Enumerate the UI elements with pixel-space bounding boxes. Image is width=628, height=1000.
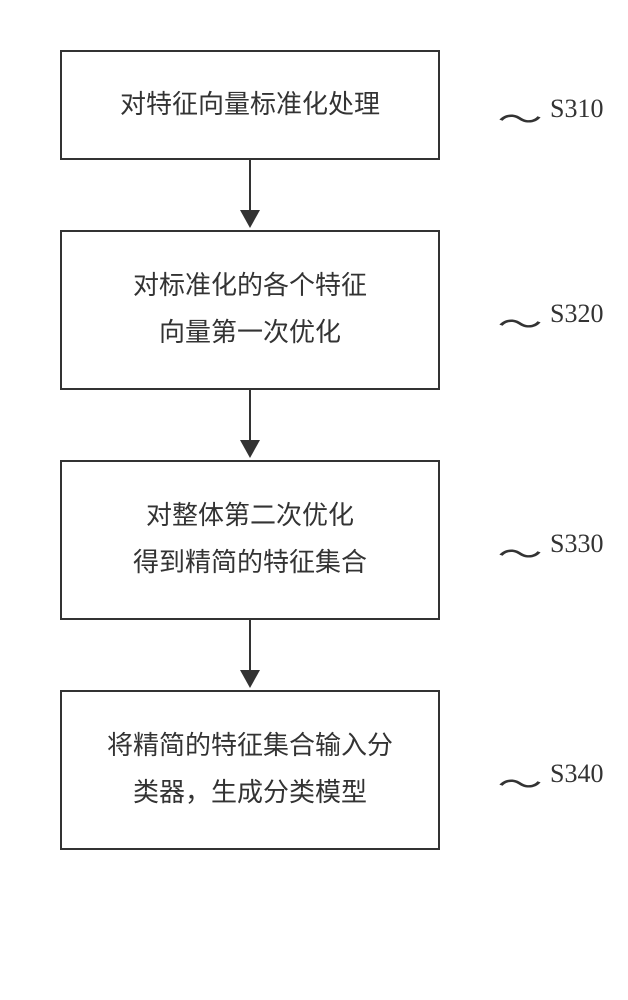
flowchart-step: 对特征向量标准化处理 bbox=[60, 50, 440, 160]
step-text: 对特征向量标准化处理 bbox=[120, 82, 380, 129]
flowchart-step: 将精简的特征集合输入分 类器，生成分类模型 bbox=[60, 690, 440, 850]
connector-tilde: 〜 bbox=[498, 760, 543, 804]
arrow-head bbox=[240, 440, 260, 458]
step-label: S340 bbox=[550, 759, 603, 789]
step-text-line: 得到精简的特征集合 bbox=[133, 540, 367, 587]
arrow-head bbox=[240, 670, 260, 688]
arrow-connector bbox=[60, 160, 440, 230]
connector-tilde: 〜 bbox=[498, 300, 543, 344]
step-text-line: 将精简的特征集合输入分 bbox=[107, 723, 393, 770]
step-label: S330 bbox=[550, 529, 603, 559]
flowchart-step: 对标准化的各个特征 向量第一次优化 bbox=[60, 230, 440, 390]
step-text-line: 对整体第二次优化 bbox=[146, 493, 354, 540]
flowchart-step: 对整体第二次优化 得到精简的特征集合 bbox=[60, 460, 440, 620]
step-text-line: 对标准化的各个特征 bbox=[133, 263, 367, 310]
arrow-head bbox=[240, 210, 260, 228]
arrow-line bbox=[249, 620, 251, 675]
arrow-connector bbox=[60, 390, 440, 460]
flowchart-container: 对特征向量标准化处理 〜 S310 对标准化的各个特征 向量第一次优化 〜 S3… bbox=[60, 50, 460, 850]
step-label: S320 bbox=[550, 299, 603, 329]
arrow-line bbox=[249, 390, 251, 445]
step-label: S310 bbox=[550, 94, 603, 124]
step-text-line: 向量第一次优化 bbox=[159, 310, 341, 357]
arrow-line bbox=[249, 160, 251, 215]
connector-tilde: 〜 bbox=[498, 95, 543, 139]
connector-tilde: 〜 bbox=[498, 530, 543, 574]
arrow-connector bbox=[60, 620, 440, 690]
step-text-line: 类器，生成分类模型 bbox=[133, 770, 367, 817]
